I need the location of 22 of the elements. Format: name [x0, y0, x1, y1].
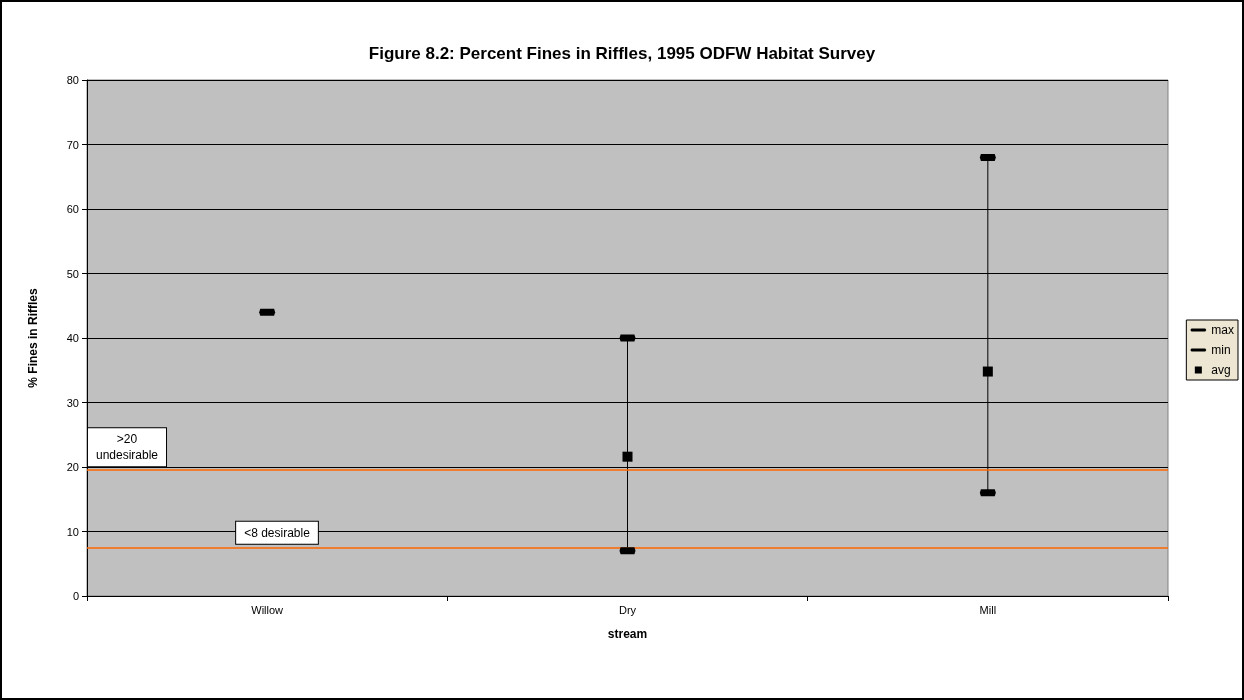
legend-label: avg — [1211, 363, 1231, 377]
x-tick-label: Mill — [979, 603, 997, 616]
y-tick-label: 60 — [66, 203, 79, 215]
y-tick-label: 40 — [66, 332, 79, 344]
y-tick-label: 10 — [66, 525, 79, 538]
x-tick-label: Willow — [251, 603, 284, 616]
point — [622, 451, 633, 462]
ref-line-label: <8 desirable — [244, 525, 311, 540]
y-tick-label: 50 — [66, 267, 79, 280]
y-tick-label: 80 — [66, 74, 79, 86]
x-axis-title: stream — [607, 627, 648, 641]
y-tick-label: 20 — [66, 461, 79, 473]
y-tick-label: 30 — [66, 396, 79, 409]
y-tick-label: 70 — [66, 138, 79, 151]
chart-title: Figure 8.2: Percent Fines in Riffles, 1995 ODFW Habitat Survey — [368, 44, 876, 63]
legend-label: max — [1211, 323, 1234, 337]
y-tick-label: 0 — [72, 590, 79, 602]
y-axis-title: % Fines in Riffles — [26, 288, 40, 388]
point — [982, 366, 993, 377]
legend-label: min — [1211, 343, 1231, 357]
ref-line-label: >20 undesirable — [95, 432, 159, 463]
x-tick-label: Dry — [618, 603, 637, 616]
